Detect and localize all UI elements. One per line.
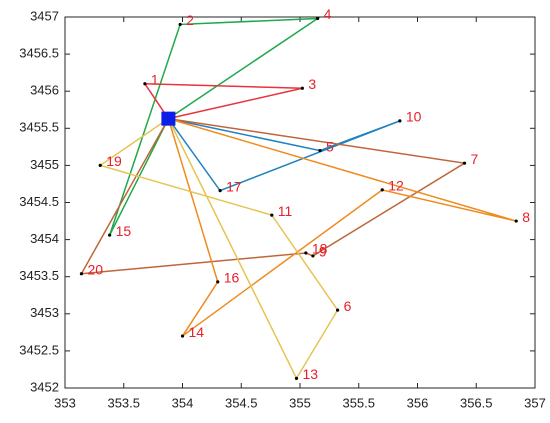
plot-frame [64,16,536,389]
point-label: 2 [186,12,194,28]
x-tick-label: 355.5 [342,395,375,410]
customer-point [300,86,304,90]
point-label: 8 [522,209,530,225]
point-label: 9 [319,244,327,260]
point-label: 13 [302,366,318,382]
customer-point [398,119,402,123]
customer-point [79,272,84,276]
y-tick-label: 3454.5 [19,194,59,209]
y-tick-label: 3455 [30,157,59,172]
y-tick-label: 3457 [30,8,59,23]
customer-point [316,16,320,21]
customer-point [304,251,308,255]
x-tick-label: 357 [524,395,546,410]
y-tick-label: 3452.5 [19,342,59,357]
point-label: 19 [106,153,122,169]
x-tick-label: 356 [407,395,429,410]
customer-point [178,22,182,27]
customer-point [108,233,112,237]
customer-point [98,163,102,167]
x-tick-label: 353 [54,395,76,410]
route-line [98,118,339,380]
customer-point [180,334,185,338]
customer-point [218,189,222,193]
point-label: 3 [308,76,316,92]
customer-point [270,213,274,217]
customer-point [294,376,299,380]
customer-point [311,254,315,258]
y-tick-label: 3455.5 [19,120,59,135]
point-label: 5 [326,138,334,154]
point-label: 18 [312,241,328,257]
point-label: 7 [471,151,479,167]
x-tick-label: 353.5 [107,395,140,410]
route-line [143,82,303,120]
x-tick-label: 354 [172,395,194,410]
point-label: 12 [388,178,404,194]
depot-marker [161,111,176,126]
y-tick-label: 3454 [30,231,59,246]
point-label: 4 [324,6,332,22]
customer-point [514,219,518,223]
point-label: 11 [278,203,293,219]
x-tick-label: 356.5 [460,395,493,410]
point-label: 17 [226,178,242,194]
y-tick-label: 3452 [30,379,59,394]
point-label: 14 [189,324,205,340]
point-label: 1 [151,71,159,87]
customer-point [143,82,147,86]
y-tick-label: 3456 [30,83,59,98]
point-label: 16 [224,270,240,286]
x-tick-label: 354.5 [225,395,258,410]
x-tick-label: 355 [289,395,311,410]
customer-point [462,161,467,165]
customer-point [336,308,340,312]
route-line [80,117,467,275]
point-label: 15 [116,223,132,239]
point-label: 20 [87,261,103,277]
y-tick-label: 3456.5 [19,46,59,61]
customer-point [318,148,322,153]
point-label: 6 [344,298,352,314]
customer-point [380,188,384,192]
customer-point [216,280,220,284]
route-line [167,117,517,337]
point-label: 10 [406,109,422,125]
y-tick-label: 3453 [30,305,59,320]
y-tick-label: 3453.5 [19,268,59,283]
